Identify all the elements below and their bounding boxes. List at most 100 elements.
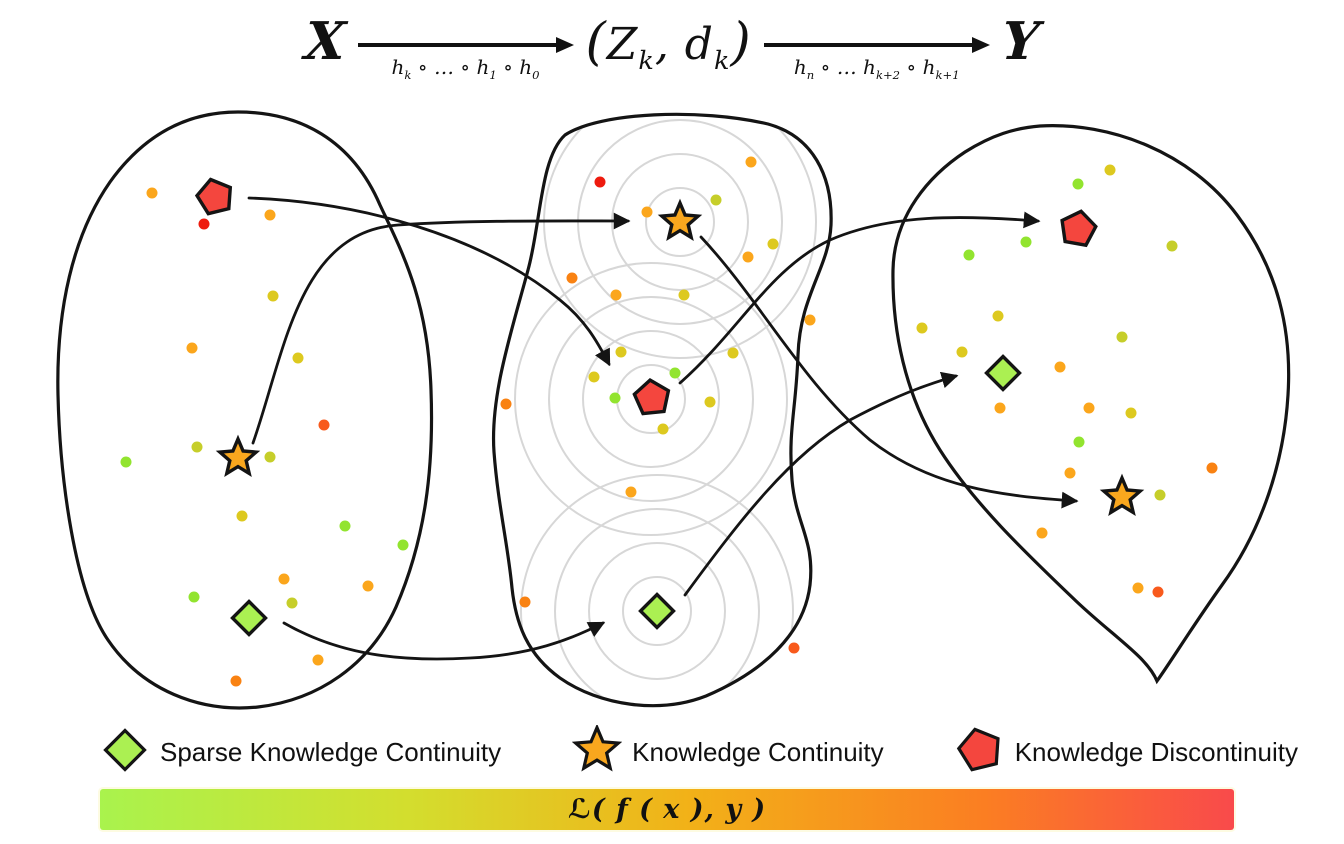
- legend-diamond-shape: [103, 727, 147, 772]
- legend: Sparse Knowledge Continuity Knowledge Co…: [100, 722, 1298, 780]
- arrow-star-map-1: [251, 212, 631, 445]
- metric-ring: [645, 187, 715, 257]
- latent-metric-space-symbol: (Zk, dk): [585, 12, 752, 76]
- metric-ring: [520, 474, 794, 706]
- arrow-diamond-map-1: [282, 621, 606, 661]
- legend-label: Sparse Knowledge Continuity: [160, 736, 502, 767]
- map-arrow-2-line: [763, 36, 990, 54]
- map-arrow-2: hn ∘ … hk+2 ∘ hk+1: [763, 36, 990, 82]
- data-point-orange: [641, 206, 653, 218]
- data-point-green: [669, 367, 681, 379]
- data-point-green: [1020, 236, 1032, 248]
- data-point-deep_orange: [519, 596, 531, 608]
- legend-pentagon-shape: [956, 726, 1000, 772]
- map-arrow-1-line: [357, 36, 574, 54]
- arrow-pentagon-map-1: [247, 196, 611, 367]
- data-point-yellow: [678, 289, 690, 301]
- data-point-olive: [286, 597, 298, 609]
- data-point-orange: [264, 209, 276, 221]
- star-icon: [571, 722, 623, 771]
- marker-output-diamond: [984, 354, 1022, 392]
- data-point-yellow: [956, 346, 968, 358]
- data-point-orange: [1036, 527, 1048, 539]
- data-point-orange: [1132, 582, 1144, 594]
- data-point-orange: [742, 251, 754, 263]
- data-point-olive: [1154, 489, 1166, 501]
- data-point-orange: [186, 342, 198, 354]
- legend-star-shape: [571, 722, 623, 771]
- data-point-deep_orange: [566, 272, 578, 284]
- arrow-star-map-2: [699, 235, 1079, 509]
- metric-ring: [622, 576, 692, 646]
- manifold-figure: [56, 110, 1291, 710]
- title-formula: X hk ∘ … ∘ h1 ∘ h0 (Zk, dk) hn ∘ … hk+2 …: [0, 10, 1344, 102]
- blob-outline-output-space: [891, 124, 1291, 685]
- data-point-deep_orange: [230, 675, 242, 687]
- marker-input-diamond: [230, 599, 268, 637]
- legend-item-knowledge-discontinuity: Knowledge Discontinuity: [955, 725, 1298, 780]
- map-arrow-1-label: hk ∘ … ∘ h1 ∘ h0: [391, 55, 540, 82]
- data-point-green: [1073, 436, 1085, 448]
- data-point-olive: [710, 194, 722, 206]
- data-point-yellow: [657, 423, 669, 435]
- data-point-red: [594, 176, 606, 188]
- data-point-yellow: [767, 238, 779, 250]
- data-point-yellow: [916, 322, 928, 334]
- data-point-yellow: [292, 352, 304, 364]
- arrow-diamond-map-2: [683, 371, 959, 597]
- data-point-green: [188, 591, 200, 603]
- data-point-yellow: [1125, 407, 1137, 419]
- data-point-olive: [191, 441, 203, 453]
- marker-latent-diamond: [638, 592, 676, 630]
- data-point-orange: [312, 654, 324, 666]
- blob-outline-input-space: [56, 110, 434, 710]
- marker-input-star: [215, 434, 261, 477]
- data-point-orange_red: [1152, 586, 1164, 598]
- loss-label: ℒ( f ( x ), y ): [567, 794, 767, 825]
- data-point-green: [1072, 178, 1084, 190]
- data-point-orange_red: [788, 642, 800, 654]
- data-point-green: [120, 456, 132, 468]
- legend-label: Knowledge Discontinuity: [1014, 736, 1298, 767]
- arrowhead-icon: [555, 37, 574, 53]
- data-point-orange: [362, 580, 374, 592]
- data-point-orange: [278, 573, 290, 585]
- data-point-orange_red: [318, 419, 330, 431]
- data-point-orange: [1064, 467, 1076, 479]
- blob-outline-latent-space: [491, 112, 833, 708]
- arrowhead-icon: [971, 37, 990, 53]
- diamond-icon: [103, 727, 147, 772]
- marker-output-pentagon: [1060, 209, 1098, 248]
- data-point-olive: [264, 451, 276, 463]
- arrow-pentagon-map-2: [678, 211, 1041, 385]
- data-point-yellow: [704, 396, 716, 408]
- metric-ring: [582, 330, 720, 468]
- data-point-red: [198, 218, 210, 230]
- arrow-shaft: [357, 43, 558, 47]
- arrow-shaft: [763, 43, 974, 47]
- marker-latent-star: [657, 198, 703, 241]
- data-point-deep_orange: [1206, 462, 1218, 474]
- sparse-knowledge-continuity-diamond-icon: [100, 725, 150, 780]
- data-point-orange: [146, 187, 158, 199]
- metric-ring: [514, 262, 788, 536]
- data-point-orange: [625, 486, 637, 498]
- marker-input-pentagon: [194, 177, 233, 216]
- data-point-yellow: [267, 290, 279, 302]
- knowledge-discontinuity-pentagon-icon: [955, 725, 1005, 780]
- data-point-olive: [1116, 331, 1128, 343]
- metric-ring: [588, 542, 726, 680]
- data-point-orange: [804, 314, 816, 326]
- legend-item-knowledge-continuity: Knowledge Continuity: [571, 722, 884, 780]
- data-point-yellow: [1104, 164, 1116, 176]
- data-point-orange: [610, 289, 622, 301]
- data-point-green: [963, 249, 975, 261]
- data-point-yellow: [615, 346, 627, 358]
- data-point-green: [397, 539, 409, 551]
- data-point-green: [609, 392, 621, 404]
- marker-output-star: [1099, 473, 1145, 516]
- metric-ring: [548, 296, 754, 502]
- loss-colorbar: ℒ( f ( x ), y ): [100, 789, 1234, 830]
- data-point-orange: [1083, 402, 1095, 414]
